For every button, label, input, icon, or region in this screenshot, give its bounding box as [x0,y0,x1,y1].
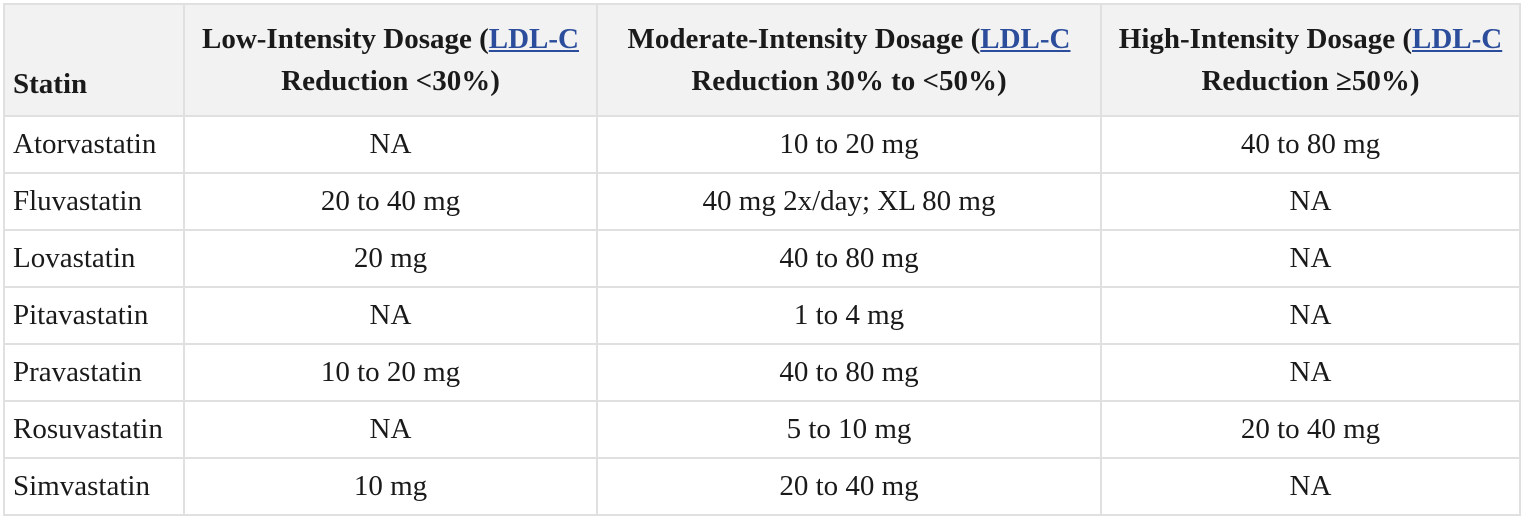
statin-name: Simvastatin [3,457,185,516]
moderate-dose-cell: 40 to 80 mg [596,343,1102,402]
table-row: Lovastatin 20 mg 40 to 80 mg NA [3,229,1521,288]
low-dose-cell: NA [183,400,598,459]
table-row: Simvastatin 10 mg 20 to 40 mg NA [3,457,1521,516]
high-dose-cell: NA [1100,286,1521,345]
moderate-dose-cell: 5 to 10 mg [596,400,1102,459]
statin-name: Pravastatin [3,343,185,402]
high-dose-cell: NA [1100,457,1521,516]
table-body: Atorvastatin NA 10 to 20 mg 40 to 80 mg … [3,115,1521,516]
low-dose-cell: 20 to 40 mg [183,172,598,231]
high-dose-cell: 20 to 40 mg [1100,400,1521,459]
header-low-intensity: Low-Intensity Dosage (LDL-C Reduction <3… [183,3,598,117]
low-dose-cell: 20 mg [183,229,598,288]
high-dose-cell: NA [1100,229,1521,288]
table-row: Atorvastatin NA 10 to 20 mg 40 to 80 mg [3,115,1521,174]
moderate-dose-cell: 1 to 4 mg [596,286,1102,345]
low-dose-cell: 10 mg [183,457,598,516]
low-dose-cell: NA [183,286,598,345]
statin-name: Rosuvastatin [3,400,185,459]
header-moderate-suffix: Reduction 30% to <50%) [691,65,1007,97]
high-dose-cell: NA [1100,343,1521,402]
statin-name: Atorvastatin [3,115,185,174]
low-dose-cell: 10 to 20 mg [183,343,598,402]
header-moderate-intensity: Moderate-Intensity Dosage (LDL-C Reducti… [596,3,1102,117]
table-row: Pravastatin 10 to 20 mg 40 to 80 mg NA [3,343,1521,402]
table-row: Rosuvastatin NA 5 to 10 mg 20 to 40 mg [3,400,1521,459]
ldl-c-link[interactable]: LDL-C [980,23,1071,55]
table-header: Statin Low-Intensity Dosage (LDL-C Reduc… [3,3,1521,117]
statin-name: Fluvastatin [3,172,185,231]
header-high-suffix: Reduction ≥50%) [1201,65,1420,97]
high-dose-cell: NA [1100,172,1521,231]
moderate-dose-cell: 10 to 20 mg [596,115,1102,174]
statin-dosage-table: Statin Low-Intensity Dosage (LDL-C Reduc… [3,3,1521,516]
moderate-dose-cell: 20 to 40 mg [596,457,1102,516]
header-low-prefix: Low-Intensity Dosage ( [201,23,489,55]
header-high-prefix: High-Intensity Dosage ( [1118,23,1412,55]
ldl-c-link[interactable]: LDL-C [488,23,579,55]
statin-name: Pitavastatin [3,286,185,345]
moderate-dose-cell: 40 mg 2x/day; XL 80 mg [596,172,1102,231]
header-high-intensity: High-Intensity Dosage (LDL-C Reduction ≥… [1100,3,1521,117]
moderate-dose-cell: 40 to 80 mg [596,229,1102,288]
table-row: Pitavastatin NA 1 to 4 mg NA [3,286,1521,345]
table-row: Fluvastatin 20 to 40 mg 40 mg 2x/day; XL… [3,172,1521,231]
header-low-suffix: Reduction <30%) [281,65,500,97]
header-moderate-prefix: Moderate-Intensity Dosage ( [627,23,981,55]
low-dose-cell: NA [183,115,598,174]
high-dose-cell: 40 to 80 mg [1100,115,1521,174]
header-statin: Statin [3,3,185,117]
header-row: Statin Low-Intensity Dosage (LDL-C Reduc… [3,3,1521,117]
statin-name: Lovastatin [3,229,185,288]
ldl-c-link[interactable]: LDL-C [1412,23,1503,55]
